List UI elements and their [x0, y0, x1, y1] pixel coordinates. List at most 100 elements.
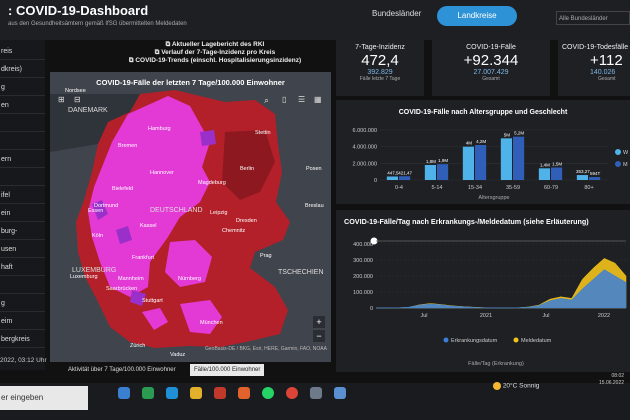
timeseries-panel: COVID-19-Fälle/Tag nach Erkrankungs-/Mel…: [336, 210, 630, 372]
app-icon[interactable]: [238, 387, 250, 399]
zoom-in-button[interactable]: [313, 316, 325, 328]
app-icon[interactable]: [310, 387, 322, 399]
map-label: Bremen: [118, 143, 137, 149]
search-icon[interactable]: ⌕: [264, 95, 270, 105]
weather-widget[interactable]: 20°C Sonnig: [493, 382, 539, 390]
map-label: Saarbrücken: [106, 286, 137, 292]
landkreis-list-item[interactable]: [0, 278, 45, 294]
map-panel[interactable]: Hamburg Bremen Stettin Hannover Berlin Posen B…: [50, 72, 331, 362]
map-label: Nordsee: [65, 88, 86, 94]
landkreis-list-item[interactable]: en: [0, 98, 45, 114]
basemap-icon[interactable]: ▦: [314, 95, 322, 104]
tab-faelle[interactable]: Fälle/100.000 Einwohner: [190, 364, 265, 376]
inzidenz-verlauf-link[interactable]: ⧉ Verlauf der 7-Tage-Inzidenz pro Kreis: [95, 49, 335, 57]
landkreis-list-item[interactable]: dkreis): [0, 62, 45, 78]
explorer-icon[interactable]: [190, 387, 202, 399]
landkreis-list-item[interactable]: burg-: [0, 224, 45, 240]
bundesland-select[interactable]: Alle Bundesländer: [556, 11, 630, 25]
time-slider-handle[interactable]: [370, 237, 378, 245]
landkreis-list-item[interactable]: ern: [0, 152, 45, 168]
landkreis-list: reis dkreis) g en ern ifel ein burg-usen haft g ei…: [0, 40, 45, 370]
map-svg[interactable]: Hamburg Bremen Stettin Hannover Berlin Posen B…: [50, 72, 331, 362]
kpi-sub2: Gesamt: [598, 76, 616, 82]
data-label: 594T: [590, 171, 601, 176]
taskbar-clock[interactable]: 08:02 15.06.2022: [599, 373, 624, 387]
x-axis-label: Altersgruppe: [478, 195, 509, 201]
zoom-out-button[interactable]: [313, 330, 325, 342]
legend-label: M: [623, 162, 628, 168]
trends-link[interactable]: ⧉ COVID-19-Trends (einschl. Hospitalisie…: [95, 57, 335, 65]
app-icon[interactable]: [142, 387, 154, 399]
bookmark-icon[interactable]: ▯: [282, 95, 287, 104]
x-tick-label: Jul: [420, 313, 427, 319]
app-icon[interactable]: [334, 387, 346, 399]
landkreis-list-item[interactable]: [0, 134, 45, 150]
map-label: Berlin: [240, 166, 254, 172]
x-tick-label: 60-79: [544, 185, 558, 191]
kpi-sub: 27.007.429: [473, 69, 509, 76]
legend-label: W: [623, 150, 629, 156]
weather-text: Sonnig: [519, 382, 540, 390]
clock-date: 15.06.2022: [599, 380, 625, 386]
map-label: Nürnberg: [178, 276, 201, 282]
bar: [386, 176, 398, 180]
tab-aktivitaet[interactable]: Aktivität über 7 Tage/100.000 Einwohner: [68, 367, 176, 373]
landkreis-list-item[interactable]: reis: [0, 44, 45, 60]
map-label: Hannover: [150, 170, 174, 176]
landkreis-list-item[interactable]: [0, 170, 45, 186]
lagebericht-link-label: Aktueller Lagebericht des RKI: [171, 41, 265, 48]
map-label: Köln: [92, 233, 103, 239]
y-tick-label: 0: [370, 306, 373, 312]
layer-list-icon[interactable]: ⊞: [58, 95, 65, 104]
data-label: 353,27: [576, 169, 590, 174]
region-purple-2: [116, 226, 132, 244]
app-icon[interactable]: [214, 387, 226, 399]
taskbar-search[interactable]: er eingeben: [0, 386, 88, 410]
page-subtitle: aus den Gesundheitsämtern gemäß IfSG übe…: [8, 21, 187, 27]
task-view-icon[interactable]: [118, 387, 130, 399]
map-label: Essen: [88, 208, 103, 214]
region-very-high-franken: [165, 240, 212, 287]
bundeslaender-button[interactable]: Bundesländer: [372, 9, 422, 18]
kpi-sub2: Fälle letzte 7 Tage: [359, 76, 401, 82]
landkreis-list-item[interactable]: g: [0, 296, 45, 312]
map-labels: Hamburg Bremen Stettin Hannover Berlin Posen B…: [65, 88, 324, 358]
landkreis-list-item[interactable]: bergkreis: [0, 332, 45, 348]
landkreis-list-item[interactable]: eim: [0, 314, 45, 330]
whatsapp-icon[interactable]: [262, 387, 274, 399]
x-tick-label: 2021: [480, 313, 492, 319]
landkreis-list-item[interactable]: [0, 116, 45, 132]
chrome-icon[interactable]: [286, 387, 298, 399]
kpi-todesfaelle: COVID-19-Todesfälle +112 140.026 Gesamt: [558, 40, 630, 96]
age-chart-panel: COVID-19-Fälle nach Altersgruppe und Ges…: [336, 100, 630, 204]
kpi-sub: 392.829: [367, 69, 393, 76]
landkreis-list-item[interactable]: ifel: [0, 188, 45, 204]
region-purple-3: [200, 130, 216, 146]
map-label: Dortmund: [94, 203, 118, 209]
landkreis-list-item[interactable]: usen: [0, 242, 45, 258]
update-timestamp: 2022, 03:12 Uhr: [0, 357, 47, 364]
landkreis-list-item[interactable]: g: [0, 80, 45, 96]
x-tick-label: 0-4: [395, 185, 403, 191]
map-label: Chemnitz: [222, 228, 245, 234]
data-label: 4M: [466, 141, 473, 146]
list-icon[interactable]: ☰: [298, 95, 306, 104]
landkreis-list-item[interactable]: haft: [0, 260, 45, 276]
edge-icon[interactable]: [166, 387, 178, 399]
landkreis-list-item[interactable]: ein: [0, 206, 45, 222]
map-label: LUXEMBURG: [72, 267, 116, 274]
map-label: DANEMARK: [68, 107, 108, 114]
kpi-value: +92.344: [463, 52, 519, 69]
kpi-label: 7-Tage-Inzidenz: [355, 44, 405, 51]
landkreise-button[interactable]: Landkreise: [437, 6, 517, 26]
lagebericht-link[interactable]: ⧉ Aktueller Lagebericht des RKI: [95, 41, 335, 49]
info-links: ⧉ Aktueller Lagebericht des RKI ⧉ Verlau…: [95, 41, 335, 65]
legend-icon[interactable]: ⊟: [74, 95, 81, 104]
data-label: 1,9M: [438, 158, 448, 163]
map-label: Bielefeld: [112, 186, 133, 192]
legend-marker: [513, 337, 519, 343]
region-very-high-west: [88, 96, 210, 297]
map-label: Leipzig: [210, 210, 227, 216]
map-label: Dresden: [236, 218, 257, 224]
kpi-label: COVID-19-Todesfälle: [562, 44, 629, 51]
